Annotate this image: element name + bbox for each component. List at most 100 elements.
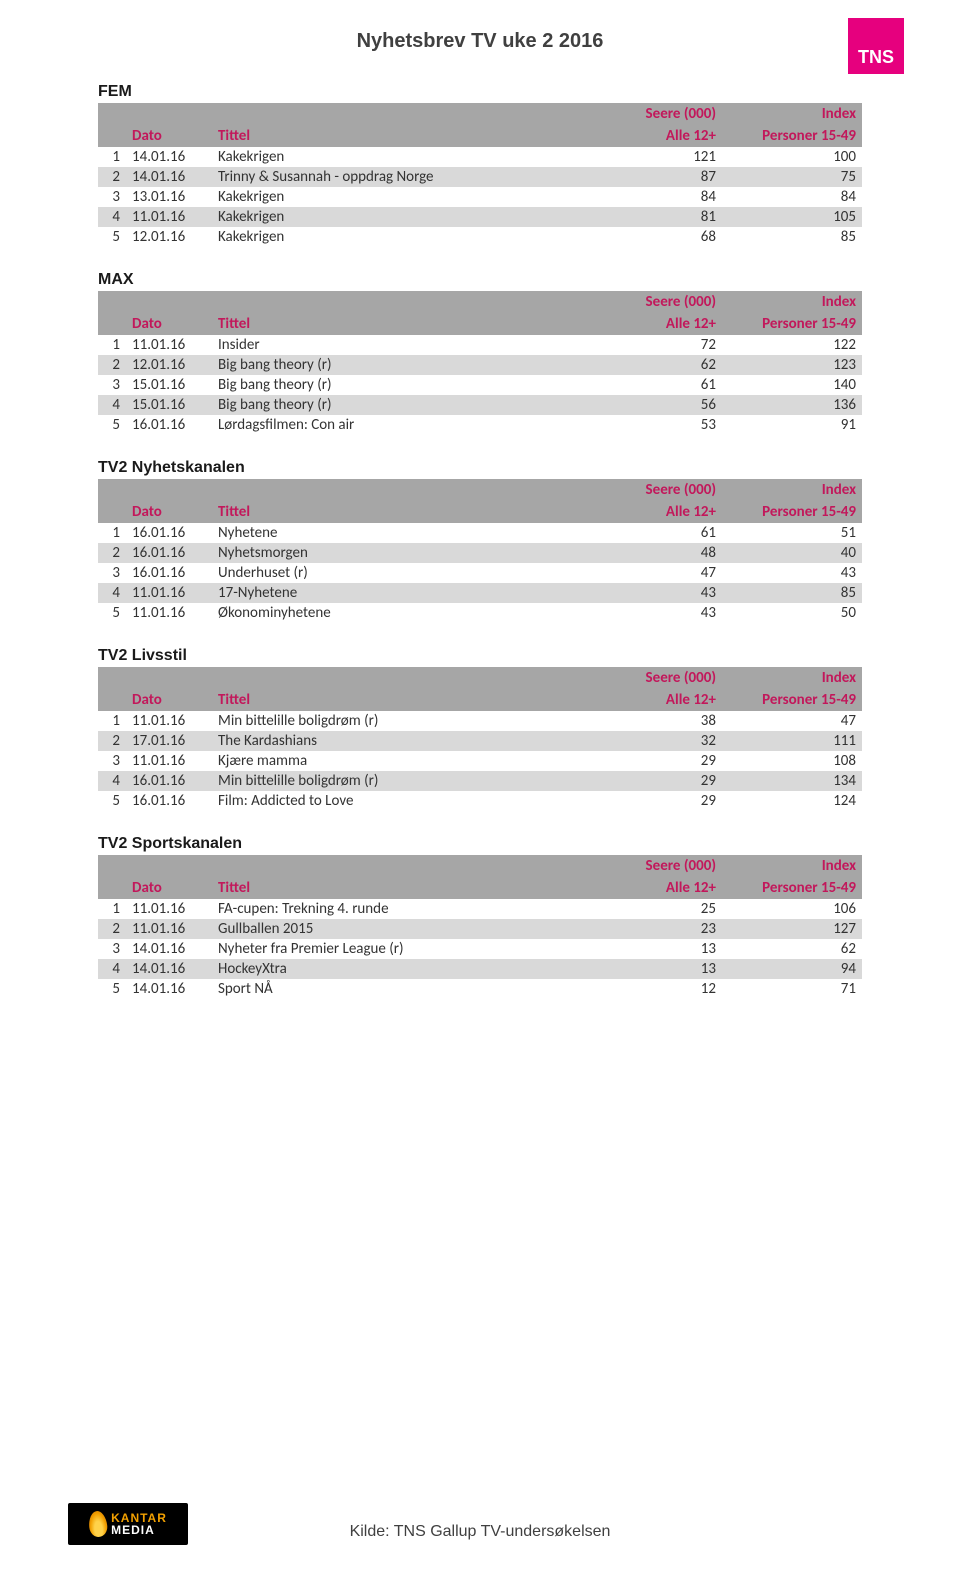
cell-index: 85 xyxy=(722,583,862,603)
col-index-bot: Personer 15-49 xyxy=(722,877,862,899)
cell-dato: 11.01.16 xyxy=(126,207,212,227)
cell-dato: 14.01.16 xyxy=(126,147,212,167)
kantar-media-logo: KANTAR MEDIA xyxy=(68,1503,188,1545)
cell-rank: 3 xyxy=(98,563,126,583)
cell-tittel: Kakekrigen xyxy=(212,187,612,207)
table-row: 111.01.16FA-cupen: Trekning 4. runde2510… xyxy=(98,899,862,919)
cell-seere: 32 xyxy=(612,731,722,751)
col-seere-bot: Alle 12+ xyxy=(612,125,722,147)
section: MAXSeere (000)IndexDatoTittelAlle 12+Per… xyxy=(98,271,862,435)
table-row: 512.01.16Kakekrigen6885 xyxy=(98,227,862,247)
col-dato-header: Dato xyxy=(126,125,212,147)
cell-rank: 4 xyxy=(98,583,126,603)
cell-seere: 12 xyxy=(612,979,722,999)
table-row: 516.01.16Film: Addicted to Love29124 xyxy=(98,791,862,811)
cell-rank: 2 xyxy=(98,543,126,563)
table-row: 214.01.16Trinny & Susannah - oppdrag Nor… xyxy=(98,167,862,187)
cell-index: 62 xyxy=(722,939,862,959)
cell-index: 136 xyxy=(722,395,862,415)
col-index-top: Index xyxy=(722,855,862,877)
cell-rank: 2 xyxy=(98,167,126,187)
cell-dato: 16.01.16 xyxy=(126,543,212,563)
cell-index: 43 xyxy=(722,563,862,583)
cell-seere: 25 xyxy=(612,899,722,919)
cell-tittel: Gullballen 2015 xyxy=(212,919,612,939)
table-row: 313.01.16Kakekrigen8484 xyxy=(98,187,862,207)
cell-dato: 14.01.16 xyxy=(126,167,212,187)
cell-index: 94 xyxy=(722,959,862,979)
cell-seere: 13 xyxy=(612,959,722,979)
cell-rank: 3 xyxy=(98,751,126,771)
cell-tittel: Kakekrigen xyxy=(212,227,612,247)
cell-tittel: FA-cupen: Trekning 4. runde xyxy=(212,899,612,919)
cell-index: 134 xyxy=(722,771,862,791)
cell-tittel: Min bittelille boligdrøm (r) xyxy=(212,771,612,791)
cell-seere: 29 xyxy=(612,751,722,771)
cell-tittel: HockeyXtra xyxy=(212,959,612,979)
section-title: FEM xyxy=(98,83,862,101)
cell-dato: 14.01.16 xyxy=(126,959,212,979)
col-tittel-header: Tittel xyxy=(212,313,612,335)
cell-tittel: Big bang theory (r) xyxy=(212,375,612,395)
kantar-line2: MEDIA xyxy=(111,1524,167,1536)
section-title: MAX xyxy=(98,271,862,289)
table-row: 411.01.1617-Nyhetene4385 xyxy=(98,583,862,603)
cell-rank: 4 xyxy=(98,959,126,979)
cell-rank: 2 xyxy=(98,731,126,751)
cell-index: 47 xyxy=(722,711,862,731)
cell-dato: 11.01.16 xyxy=(126,335,212,355)
cell-index: 105 xyxy=(722,207,862,227)
table-row: 416.01.16Min bittelille boligdrøm (r)291… xyxy=(98,771,862,791)
cell-rank: 5 xyxy=(98,415,126,435)
col-dato-header-blank xyxy=(126,855,212,877)
col-dato-header-blank xyxy=(126,103,212,125)
col-tittel-header-blank xyxy=(212,291,612,313)
section: TV2 SportskanalenSeere (000)IndexDatoTit… xyxy=(98,835,862,999)
cell-index: 108 xyxy=(722,751,862,771)
cell-rank: 5 xyxy=(98,603,126,623)
cell-rank: 1 xyxy=(98,899,126,919)
cell-rank: 2 xyxy=(98,355,126,375)
kantar-text: KANTAR MEDIA xyxy=(111,1512,167,1536)
cell-tittel: Lørdagsfilmen: Con air xyxy=(212,415,612,435)
cell-seere: 72 xyxy=(612,335,722,355)
cell-tittel: Trinny & Susannah - oppdrag Norge xyxy=(212,167,612,187)
cell-dato: 15.01.16 xyxy=(126,395,212,415)
cell-seere: 48 xyxy=(612,543,722,563)
col-dato-header: Dato xyxy=(126,501,212,523)
cell-seere: 121 xyxy=(612,147,722,167)
col-tittel-header-blank xyxy=(212,667,612,689)
cell-dato: 11.01.16 xyxy=(126,751,212,771)
col-dato-header-blank xyxy=(126,291,212,313)
table-row: 116.01.16Nyhetene6151 xyxy=(98,523,862,543)
cell-index: 84 xyxy=(722,187,862,207)
col-index-top: Index xyxy=(722,291,862,313)
cell-rank: 3 xyxy=(98,187,126,207)
table-row: 411.01.16Kakekrigen81105 xyxy=(98,207,862,227)
cell-rank: 5 xyxy=(98,791,126,811)
col-dato-header: Dato xyxy=(126,689,212,711)
cell-dato: 16.01.16 xyxy=(126,415,212,435)
cell-dato: 12.01.16 xyxy=(126,227,212,247)
cell-tittel: Nyhetene xyxy=(212,523,612,543)
table-row: 511.01.16Økonominyhetene4350 xyxy=(98,603,862,623)
cell-index: 122 xyxy=(722,335,862,355)
flame-icon xyxy=(88,1510,109,1538)
cell-tittel: Sport NÅ xyxy=(212,979,612,999)
col-dato-header-blank xyxy=(126,479,212,501)
col-index-top: Index xyxy=(722,667,862,689)
cell-index: 100 xyxy=(722,147,862,167)
cell-index: 140 xyxy=(722,375,862,395)
cell-seere: 29 xyxy=(612,791,722,811)
col-rank-header xyxy=(98,479,126,501)
cell-seere: 62 xyxy=(612,355,722,375)
cell-index: 51 xyxy=(722,523,862,543)
cell-dato: 12.01.16 xyxy=(126,355,212,375)
cell-dato: 16.01.16 xyxy=(126,523,212,543)
table-row: 314.01.16Nyheter fra Premier League (r)1… xyxy=(98,939,862,959)
cell-seere: 87 xyxy=(612,167,722,187)
table-row: 212.01.16Big bang theory (r)62123 xyxy=(98,355,862,375)
cell-seere: 81 xyxy=(612,207,722,227)
page-footer: Kilde: TNS Gallup TV-undersøkelsen KANTA… xyxy=(0,1523,960,1541)
col-seere-top: Seere (000) xyxy=(612,667,722,689)
